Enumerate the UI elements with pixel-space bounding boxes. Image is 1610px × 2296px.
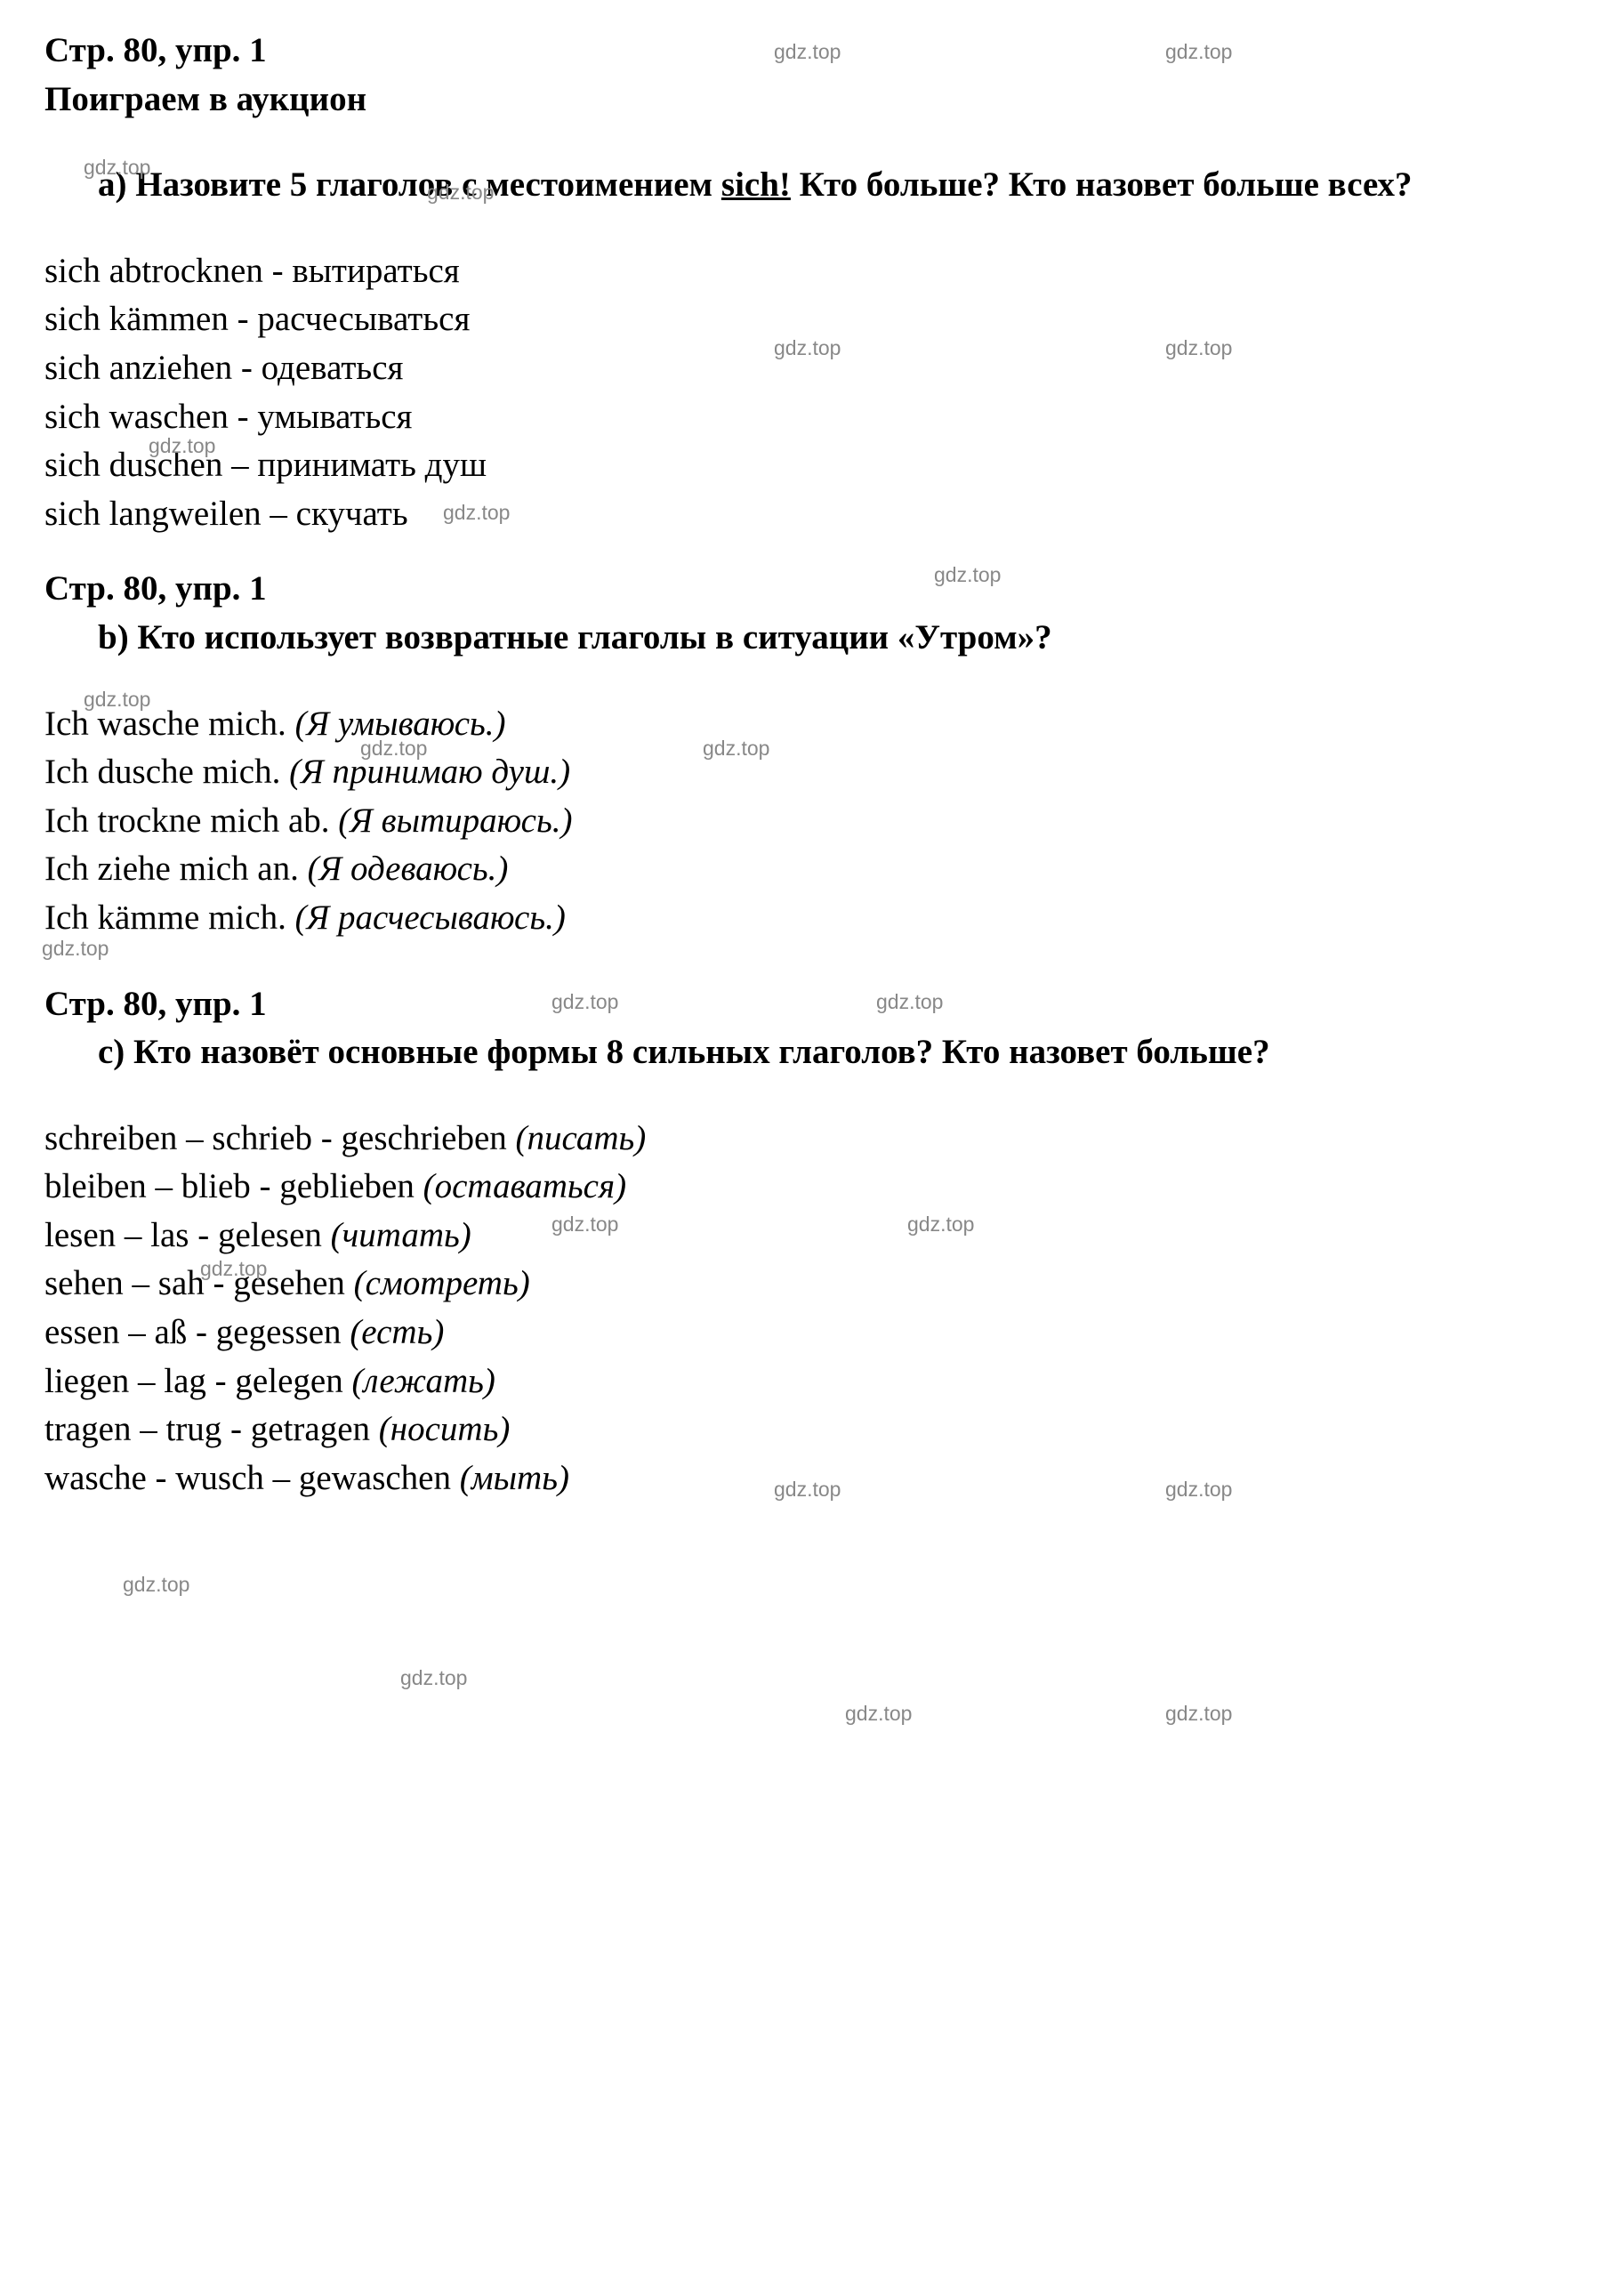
list-item: wasche - wusch – gewaschen (мыть): [44, 1454, 1583, 1503]
verb-meaning: (читать): [331, 1216, 471, 1254]
verb-meaning: (носить): [379, 1410, 511, 1448]
section-3-items: schreiben – schrieb - geschrieben (писат…: [44, 1115, 1583, 1503]
list-item: Ich dusche mich. (Я принимаю душ.): [44, 748, 1583, 797]
question-text-prefix: a) Назовите 5 глаголов с местоимением: [98, 165, 721, 204]
section-3-heading: Стр. 80, упр. 1: [44, 980, 1583, 1029]
russian-translation: (Я умываюсь.): [295, 705, 506, 743]
section-2-items: Ich wasche mich. (Я умываюсь.)Ich dusche…: [44, 700, 1583, 943]
question-underlined-word: sich!: [721, 165, 791, 204]
list-item: Ich wasche mich. (Я умываюсь.): [44, 700, 1583, 749]
german-text: Ich trockne mich ab.: [44, 802, 338, 840]
verb-meaning: (писать): [516, 1119, 647, 1157]
list-item: sich duschen – принимать душ: [44, 441, 1583, 490]
list-item: sich langweilen – скучать: [44, 490, 1583, 539]
section-3-question: c) Кто назовёт основные формы 8 сильных …: [44, 1028, 1583, 1077]
verb-forms: lesen – las - gelesen: [44, 1216, 331, 1254]
list-item: schreiben – schrieb - geschrieben (писат…: [44, 1115, 1583, 1164]
section-2-heading: Стр. 80, упр. 1: [44, 565, 1583, 614]
list-item: liegen – lag - gelegen (лежать): [44, 1357, 1583, 1406]
verb-forms: wasche - wusch – gewaschen: [44, 1459, 460, 1497]
verb-meaning: (есть): [350, 1313, 444, 1351]
russian-translation: (Я вытираюсь.): [338, 802, 572, 840]
list-item: bleiben – blieb - geblieben (оставаться): [44, 1163, 1583, 1212]
list-item: tragen – trug - getragen (носить): [44, 1406, 1583, 1454]
section-1-heading-line2: Поиграем в аукцион: [44, 76, 1583, 125]
german-text: Ich ziehe mich an.: [44, 850, 308, 888]
list-item: sich waschen - умываться: [44, 393, 1583, 442]
list-item: sich anziehen - одеваться: [44, 344, 1583, 393]
section-1: Стр. 80, упр. 1 Поиграем в аукцион a) На…: [44, 27, 1583, 538]
section-2: Стр. 80, упр. 1 b) Кто использует возвра…: [44, 565, 1583, 942]
list-item: sich abtrocknen - вытираться: [44, 247, 1583, 296]
section-3: Стр. 80, упр. 1 c) Кто назовёт основные …: [44, 980, 1583, 1503]
question-text-suffix: Кто больше? Кто назовет больше всех?: [791, 165, 1413, 204]
list-item: sehen – sah - gesehen (смотреть): [44, 1260, 1583, 1309]
german-text: Ich wasche mich.: [44, 705, 295, 743]
list-item: Ich trockne mich ab. (Я вытираюсь.): [44, 797, 1583, 846]
german-text: Ich kämme mich.: [44, 898, 295, 937]
watermark: gdz.top: [845, 1699, 912, 1728]
section-1-question: a) Назовите 5 глаголов с местоимением si…: [44, 161, 1583, 210]
verb-forms: essen – aß - gegessen: [44, 1313, 350, 1351]
section-1-heading-line1: Стр. 80, упр. 1: [44, 27, 1583, 76]
section-1-items: sich abtrocknen - вытиратьсяsich kämmen …: [44, 247, 1583, 539]
verb-forms: sehen – sah - gesehen: [44, 1264, 354, 1302]
verb-forms: liegen – lag - gelegen: [44, 1362, 351, 1400]
verb-forms: bleiben – blieb - geblieben: [44, 1167, 423, 1205]
list-item: sich kämmen - расчесываться: [44, 295, 1583, 344]
verb-forms: schreiben – schrieb - geschrieben: [44, 1119, 516, 1157]
german-text: Ich dusche mich.: [44, 753, 289, 791]
verb-meaning: (оставаться): [423, 1167, 626, 1205]
watermark: gdz.top: [123, 1570, 189, 1599]
list-item: lesen – las - gelesen (читать): [44, 1212, 1583, 1261]
verb-meaning: (смотреть): [354, 1264, 530, 1302]
verb-meaning: (мыть): [460, 1459, 569, 1497]
list-item: essen – aß - gegessen (есть): [44, 1309, 1583, 1357]
verb-forms: tragen – trug - getragen: [44, 1410, 379, 1448]
list-item: Ich kämme mich. (Я расчесываюсь.): [44, 894, 1583, 943]
russian-translation: (Я расчесываюсь.): [295, 898, 566, 937]
russian-translation: (Я принимаю душ.): [289, 753, 570, 791]
russian-translation: (Я одеваюсь.): [308, 850, 509, 888]
section-2-question: b) Кто использует возвратные глаголы в с…: [44, 614, 1583, 663]
watermark: gdz.top: [400, 1664, 467, 1692]
verb-meaning: (лежать): [351, 1362, 495, 1400]
list-item: Ich ziehe mich an. (Я одеваюсь.): [44, 845, 1583, 894]
watermark: gdz.top: [1165, 1699, 1232, 1728]
